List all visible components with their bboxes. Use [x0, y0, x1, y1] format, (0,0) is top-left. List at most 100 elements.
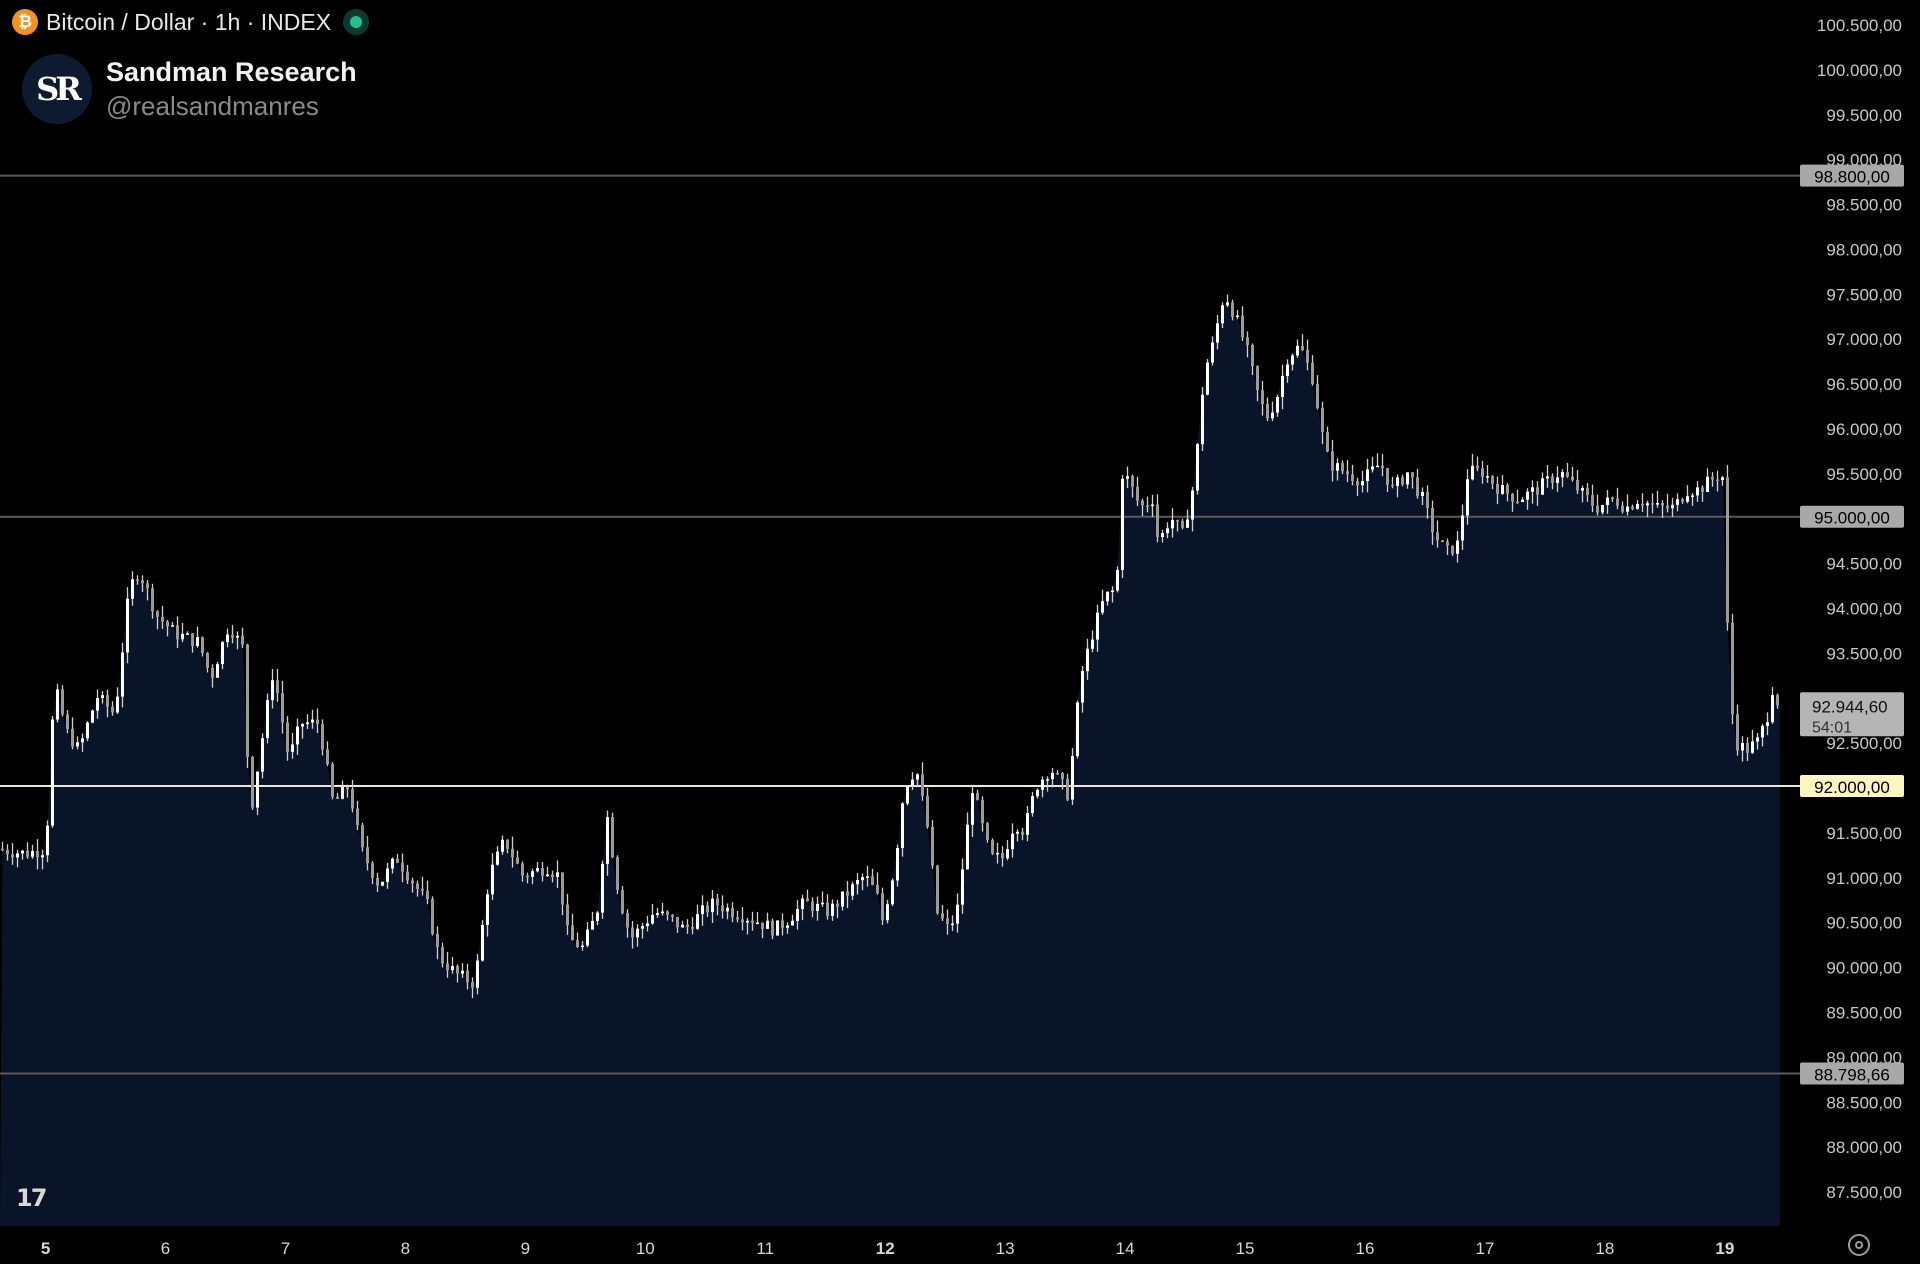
candle: [661, 902, 664, 916]
candle-body: [381, 881, 384, 886]
candle: [1451, 545, 1454, 556]
candle-body: [941, 913, 944, 919]
candle-body: [1546, 476, 1549, 479]
candle: [1361, 470, 1364, 493]
candle-body: [436, 933, 439, 948]
candle-body: [1316, 383, 1319, 408]
candle-body: [706, 905, 709, 913]
candle-body: [136, 579, 139, 581]
candle: [361, 822, 364, 852]
candle: [1011, 823, 1014, 858]
candle: [1776, 693, 1779, 709]
candle: [461, 963, 464, 978]
candle: [151, 583, 154, 619]
candle: [1126, 466, 1129, 489]
y-tick-label: 94.500,00: [1826, 555, 1902, 574]
candle: [406, 864, 409, 884]
level-label-text: 92.000,00: [1814, 778, 1890, 797]
candle: [576, 932, 579, 948]
candle: [1476, 456, 1479, 472]
candle-body: [246, 644, 249, 757]
candle: [1531, 480, 1534, 504]
candle-body: [1731, 622, 1734, 715]
candle: [1716, 470, 1719, 492]
candle-body: [1326, 432, 1329, 452]
candle: [1576, 470, 1579, 495]
x-tick-label: 18: [1595, 1239, 1614, 1258]
candle: [1751, 729, 1754, 754]
candle: [841, 891, 844, 911]
tradingview-logo-icon[interactable]: 17: [16, 1184, 47, 1212]
candle-body: [1091, 639, 1094, 649]
candle: [561, 872, 564, 916]
candle-body: [866, 876, 869, 878]
candle-body: [1351, 474, 1354, 482]
candle-body: [1746, 742, 1749, 753]
candle: [1016, 829, 1019, 842]
candle-body: [646, 923, 649, 927]
candle-body: [1016, 831, 1019, 834]
candle-body: [96, 697, 99, 711]
candle-body: [1366, 469, 1369, 482]
candle-body: [1476, 465, 1479, 469]
candle: [1031, 791, 1034, 817]
candle-body: [1401, 477, 1404, 485]
level-label-bg: [1800, 164, 1904, 187]
candle-body: [791, 920, 794, 926]
candle: [1686, 485, 1689, 504]
candle-body: [961, 869, 964, 905]
candle-body: [1776, 695, 1779, 706]
x-tick-label: 17: [1475, 1239, 1494, 1258]
candle: [826, 894, 829, 920]
candle: [1036, 788, 1039, 799]
candle: [36, 839, 39, 870]
candle-body: [1256, 366, 1259, 391]
candle: [1066, 773, 1069, 802]
candle-body: [66, 714, 69, 729]
candle-body: [1676, 499, 1679, 505]
candle: [751, 911, 754, 931]
candle-body: [1656, 503, 1659, 505]
candle: [1316, 375, 1319, 410]
candle-body: [141, 580, 144, 584]
candle: [491, 853, 494, 900]
candle-body: [1376, 465, 1379, 468]
candle-body: [1586, 488, 1589, 496]
candle: [71, 717, 74, 750]
candle-body: [1726, 477, 1729, 623]
candle-body: [1156, 504, 1159, 537]
candle: [366, 836, 369, 871]
candle: [306, 714, 309, 729]
candle: [451, 957, 454, 974]
candle-body: [166, 621, 169, 627]
candle-body: [176, 625, 179, 640]
candle-body: [1406, 472, 1409, 485]
candle: [896, 844, 899, 887]
candle: [56, 683, 59, 723]
candle-body: [711, 898, 714, 913]
candle-body: [1681, 499, 1684, 502]
candle: [1001, 846, 1004, 867]
candle: [991, 838, 994, 856]
symbol-header[interactable]: ₿ Bitcoin / Dollar · 1h · INDEX: [12, 8, 370, 36]
candle: [1116, 566, 1119, 593]
candle-body: [1416, 477, 1419, 497]
candle-body: [781, 920, 784, 928]
candle-body: [861, 877, 864, 881]
candle: [781, 913, 784, 936]
settings-icon[interactable]: [1848, 1234, 1870, 1256]
candle-body: [991, 840, 994, 854]
candle: [851, 881, 854, 901]
candle: [1711, 472, 1714, 487]
level-label-text: 98.800,00: [1814, 168, 1890, 187]
candle: [611, 812, 614, 859]
candle: [371, 861, 374, 885]
candle: [996, 842, 999, 864]
candle: [676, 916, 679, 934]
candle: [791, 914, 794, 926]
candle-body: [676, 916, 679, 928]
candle-body: [806, 898, 809, 902]
candle-body: [906, 785, 909, 804]
candle: [1741, 736, 1744, 762]
